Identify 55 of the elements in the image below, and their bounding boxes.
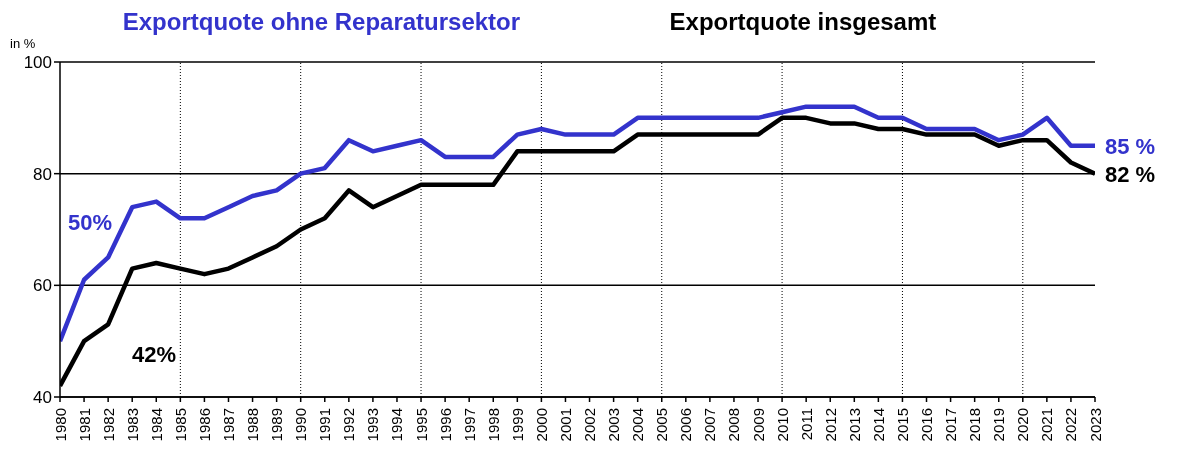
x-tick-label: 2009	[749, 408, 767, 442]
annotation: 85 %	[1105, 133, 1156, 159]
annotation: 82 %	[1105, 161, 1156, 187]
x-tick-label: 2003	[605, 408, 623, 442]
y-tick-label: 40	[33, 388, 52, 408]
x-tick-label: 1985	[171, 408, 189, 442]
x-tick-label: 1989	[268, 408, 286, 442]
y-tick-label: 60	[33, 276, 52, 296]
x-tick-label: 2002	[581, 408, 599, 442]
x-tick-label: 1995	[412, 408, 430, 442]
x-tick-label: 2010	[773, 408, 791, 442]
x-tick-label: 1982	[99, 408, 117, 442]
x-tick-label: 1988	[244, 408, 262, 442]
text: Exportquote ohne Reparatursektor	[122, 8, 521, 36]
x-tick-label: 2020	[1014, 408, 1032, 442]
x-tick-label: 2016	[918, 408, 936, 442]
x-tick-label: 1991	[316, 408, 334, 442]
x-tick-label: 2000	[532, 408, 550, 442]
x-tick-label: 1999	[508, 408, 526, 442]
x-tick-label: 1996	[436, 408, 454, 442]
x-tick-label: 2004	[629, 408, 647, 442]
annotation: 42%	[132, 342, 177, 367]
x-tick-label: 2008	[725, 408, 743, 442]
x-tick-label: 1998	[484, 408, 502, 442]
y-tick-label: 100	[23, 53, 52, 73]
x-tick-label: 2022	[1062, 408, 1080, 442]
x-tick-label: 2001	[556, 408, 574, 442]
x-tick-label: 1994	[388, 408, 406, 442]
text: Exportquote insgesamt	[669, 8, 937, 36]
x-tick-label: 2012	[821, 408, 839, 442]
x-tick-label: 1986	[195, 408, 213, 442]
x-tick-label: 1993	[364, 408, 382, 442]
annotation: 50%	[68, 210, 113, 235]
x-tick-label: 1997	[460, 408, 478, 442]
x-tick-label: 1980	[51, 408, 69, 442]
x-tick-label: 2011	[797, 408, 815, 441]
x-tick-label: 2019	[990, 408, 1008, 442]
x-tick-label: 2018	[966, 408, 984, 442]
y-axis-title: in %	[10, 36, 36, 51]
x-tick-label: 2013	[845, 408, 863, 442]
x-tick-label: 2006	[677, 408, 695, 442]
x-tick-label: 1990	[292, 408, 310, 442]
x-tick-label: 1984	[147, 408, 165, 442]
x-tick-label: 2023	[1086, 408, 1104, 442]
x-tick-label: 1987	[219, 408, 237, 442]
x-tick-label: 2014	[869, 408, 887, 442]
x-tick-label: 1981	[75, 408, 93, 442]
x-tick-label: 2007	[701, 408, 719, 442]
x-tick-label: 1992	[340, 408, 358, 442]
x-tick-label: 2021	[1038, 408, 1056, 442]
y-tick-label: 80	[33, 164, 52, 184]
x-tick-label: 2017	[942, 408, 960, 442]
x-tick-label: 2005	[653, 408, 671, 442]
x-tick-label: 2015	[893, 408, 911, 442]
x-tick-label: 1983	[123, 408, 141, 442]
